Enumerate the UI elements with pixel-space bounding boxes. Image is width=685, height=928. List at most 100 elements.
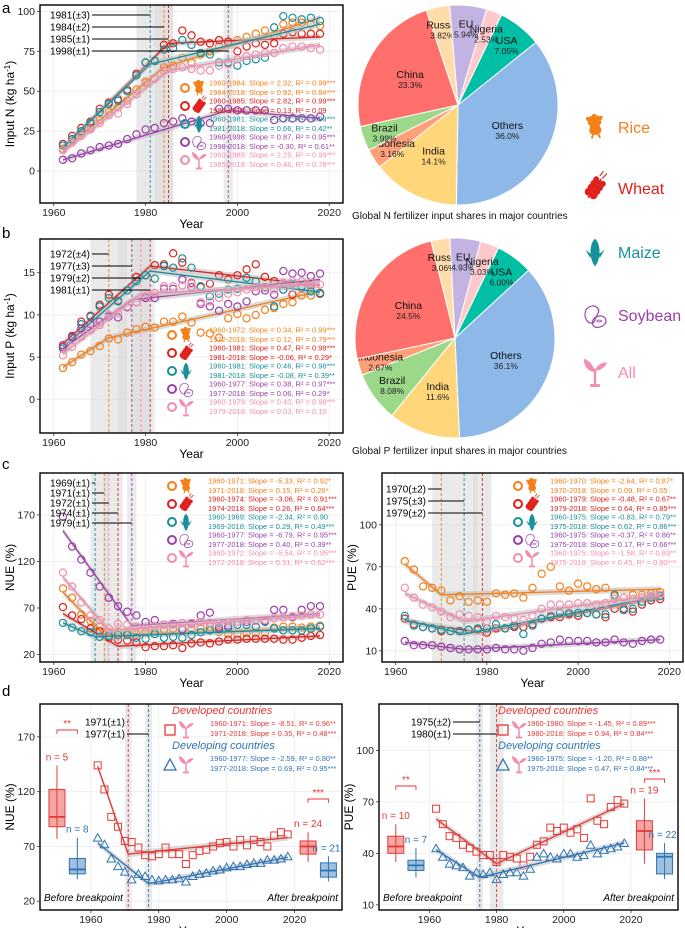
x-axis-label: Year [179,447,203,461]
data-point [86,125,95,134]
data-point [123,607,132,616]
legend-marker [167,402,177,412]
data-point [504,867,516,877]
data-point [150,123,159,133]
data-point [573,598,583,608]
panel-letter-c: c [2,456,10,473]
data-point [196,611,205,620]
data-point [288,18,297,27]
data-point [537,569,546,579]
data-point [126,874,137,884]
data-point [464,625,473,634]
series-soybean [400,635,665,655]
data-point [86,611,95,620]
data-point [260,48,270,58]
data-point [196,48,205,58]
data-point [306,624,316,633]
data-point [67,623,77,632]
data-point [565,848,576,858]
significance-label: ** [402,775,410,786]
legend-marker [167,499,177,509]
pie-p-title: Global P fertilizer input shares in majo… [352,446,567,457]
data-point [315,622,325,631]
y-tick-label: 15 [23,267,35,279]
data-point [400,636,410,646]
data-point [132,90,141,99]
data-point [214,619,224,629]
data-point [187,263,196,272]
before-breakpoint-label: Before breakpoint [383,893,463,904]
data-point [619,593,628,602]
data-point [224,289,233,299]
legend-line-1: 1960-1977: Slope = 0.38, R² = 0.97*** [209,380,335,389]
data-point [242,615,251,625]
data-point [221,862,232,872]
breakpoint-label: 1981(±3) [50,11,90,22]
data-point [251,634,260,643]
bracket [307,798,329,803]
data-point [196,66,205,75]
maize-icon [526,513,538,531]
legend-line-1: 1960-1975: Slope = -0.37, R² = 0.86** [550,531,676,540]
n-label: n = 22 [649,830,678,841]
data-point [279,19,288,29]
boxplot-before-developed: n = 10 [382,811,410,862]
data-point [150,615,159,625]
series-legend: 1960-1984: Slope = 2.32, R² = 0.99***198… [180,79,335,170]
data-point [141,322,150,331]
legend-line-1: 1960-1980: Slope = -1.45, R² = 0.89*** [527,719,656,728]
legend-entry-maize: 1960-1975: Slope = -0.83, R² = 0.79**197… [513,513,676,531]
data-point [214,35,224,45]
breakpoint-label: 1979(±2) [386,509,426,520]
data-point [67,611,77,620]
legend-entry-rice: 1960-1984: Slope = 2.32, R² = 0.99***198… [180,79,335,97]
data-point [153,875,164,885]
data-point [500,645,510,654]
x-tick-label: 1960 [42,437,66,449]
x-tick-label: 1960 [418,914,442,926]
legend-line-2: 1985-2018: Slope = 0.13, R² = 0.09 [209,106,327,115]
data-point [214,61,224,70]
legend-entry-maize: 1960-1981: Slope = 0.46, R² = 0.98***198… [167,362,335,380]
data-point [187,40,196,50]
data-point [601,583,610,593]
data-point [437,586,446,595]
x-tick-label: 2020 [283,914,307,926]
data-point [67,582,77,591]
slice-value: 3.03% [470,267,495,277]
x-tick-label: 2020 [318,666,342,678]
data-point [251,310,260,320]
legend-entry-maize: 1960-1969: Slope = -2.34, R² = 0.901969-… [167,513,334,531]
data-point [86,325,95,335]
fit-line [435,802,625,865]
data-point [242,285,251,294]
data-point [430,843,442,853]
legend-line-2: 1969-2018: Slope = 0.29, R² = 0.49*** [208,522,334,531]
legend-marker [180,137,190,147]
data-point [113,601,123,611]
legend-line-2: 1971-2018: Slope = 0.15, R² = 0.26* [208,486,329,495]
y-axis-label: PUE (%) [342,784,356,831]
legend-line-1: 1960-1975: Slope = -1.20, R² = 0.88** [527,754,653,763]
data-point [446,626,455,636]
data-point [123,134,132,144]
slice-value: 2.67% [368,363,393,373]
slice-label: USA [491,266,513,278]
group-legend-developing: Developing countries 1960-1975: Slope = -… [495,740,653,774]
breakpoint-label: 1975(±3) [386,497,426,508]
data-point [77,627,86,636]
data-point [95,118,104,128]
data-point [437,851,448,861]
data-point [123,99,132,109]
fit-line [404,595,661,635]
breakpoint-label: 1971(±1) [85,718,125,729]
data-point [437,607,446,616]
boxplot-after-developed: n = 19 [630,785,659,864]
breakpoint-label: 1977(±1) [85,730,125,741]
breakpoint-label: 1979(±1) [50,519,90,530]
data-point [519,646,528,655]
data-point [546,562,555,572]
